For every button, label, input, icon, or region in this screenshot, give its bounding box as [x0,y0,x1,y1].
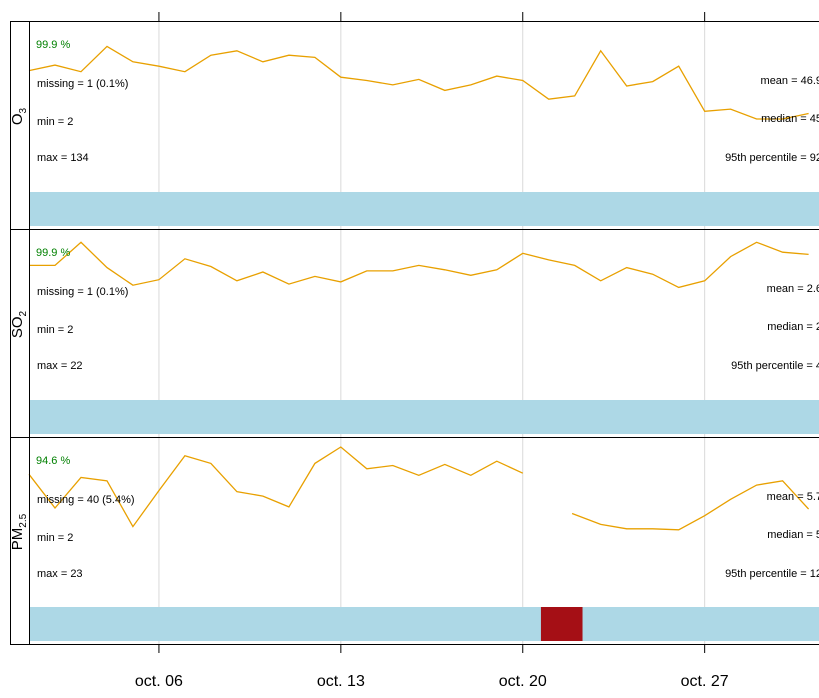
panel-label-o3: O3 [9,107,29,125]
series-line-pm25 [28,446,810,531]
x-tick-label: oct. 27 [681,673,729,690]
panel-label-main: O [9,113,26,125]
stat-right: 95th percentile = 4 [731,360,819,372]
panel-label-so2: SO2 [9,310,29,338]
missing-data-block [540,607,583,641]
availability-bar [29,400,819,434]
availability-bar [29,192,819,226]
percent-available: 99.9 % [36,247,70,259]
stat-left: missing = 40 (5.4%) [37,494,135,506]
x-tick-label: oct. 20 [499,673,547,690]
panel-label-subscript: 2 [18,310,29,316]
stat-left: missing = 1 (0.1%) [37,286,128,298]
stat-right: mean = 2.6 [767,283,819,295]
stat-right: median = 2 [767,321,819,333]
stat-right: median = 5 [767,529,819,541]
x-tick-label: oct. 13 [317,673,365,690]
stat-right: 95th percentile = 92 [725,152,819,164]
stat-left: min = 2 [37,324,73,336]
x-tick-label: oct. 06 [135,673,183,690]
panel-label-pm25: PM2.5 [9,513,29,550]
panel-border [10,437,819,645]
panel-label-main: SO [9,316,26,338]
stat-left: missing = 1 (0.1%) [37,78,128,90]
percent-available: 94.6 % [36,455,70,467]
percent-available: 99.9 % [36,39,70,51]
stat-right: 95th percentile = 12 [725,568,819,580]
panel-label-main: PM [9,528,26,551]
stat-left: min = 2 [37,532,73,544]
stat-left: min = 2 [37,116,73,128]
stat-right: mean = 46.9 [761,75,819,87]
stat-right: mean = 5.7 [767,491,819,503]
availability-bar [29,607,819,641]
panel-label-subscript: 3 [18,107,29,113]
stat-left: max = 22 [37,360,83,372]
panel-label-subscript: 2.5 [18,513,29,527]
stat-right: median = 45 [761,113,819,125]
series-line-so2 [29,241,809,289]
stat-left: max = 134 [37,152,89,164]
series-line-o3 [28,45,809,120]
stat-left: max = 23 [37,568,83,580]
